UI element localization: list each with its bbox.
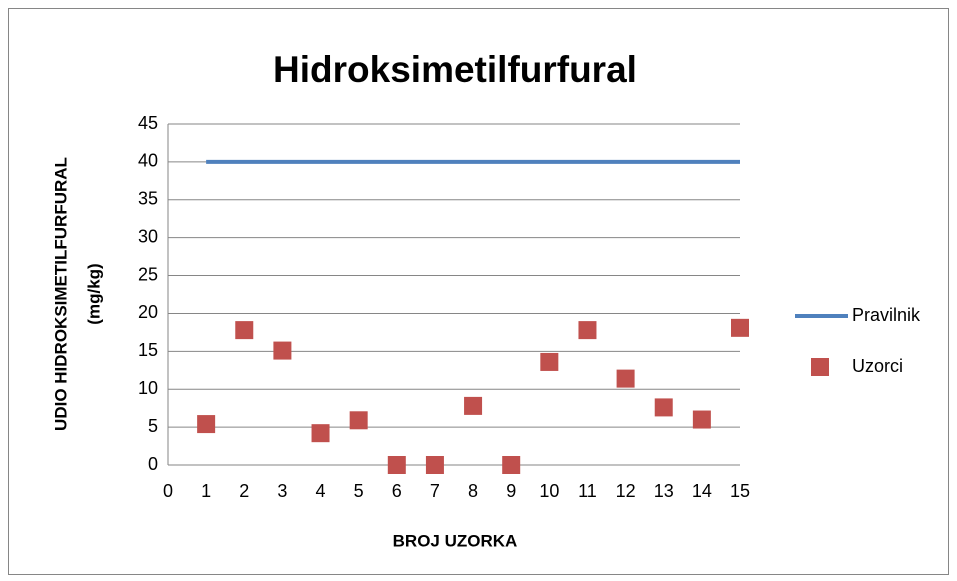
x-tick-label: 2: [239, 481, 249, 501]
marker: [692, 410, 711, 429]
marker: [731, 318, 749, 337]
x-tick-label: 6: [392, 481, 402, 501]
y-tick-label: 20: [138, 302, 158, 322]
x-tick-label: 0: [163, 481, 173, 501]
marker: [197, 415, 216, 434]
y-tick-label: 45: [138, 113, 158, 133]
x-tick-label: 5: [354, 481, 364, 501]
y-axis-label: UDIO HIDROKSIMETILFURFURAL: [51, 157, 70, 431]
y-tick-label: 30: [138, 226, 158, 246]
x-tick-label: 7: [430, 481, 440, 501]
chart-border: [8, 8, 949, 575]
x-tick-label: 3: [277, 481, 287, 501]
y-tick-label: 25: [138, 264, 158, 284]
marker: [502, 456, 521, 474]
x-tick-label: 15: [730, 481, 750, 501]
marker: [578, 321, 597, 340]
x-tick-label: 9: [506, 481, 516, 501]
marker: [540, 352, 559, 371]
legend-label: Pravilnik: [852, 305, 921, 325]
marker: [235, 321, 254, 340]
marker: [349, 411, 368, 430]
marker: [387, 456, 406, 474]
y-tick-label: 40: [138, 151, 158, 171]
x-tick-label: 1: [201, 481, 211, 501]
legend-label: Uzorci: [852, 356, 903, 376]
marker: [654, 398, 673, 417]
legend-marker: [811, 358, 829, 376]
y-tick-label: 10: [138, 378, 158, 398]
y-tick-label: 5: [148, 416, 158, 436]
marker: [425, 456, 444, 474]
marker: [273, 341, 292, 360]
x-tick-label: 10: [539, 481, 559, 501]
chart-title: Hidroksimetilfurfural: [273, 49, 637, 90]
x-tick-label: 4: [316, 481, 326, 501]
marker: [464, 396, 483, 415]
x-axis-label: BROJ UZORKA: [393, 531, 518, 550]
x-tick-label: 11: [578, 481, 597, 501]
marker: [616, 369, 635, 388]
marker: [311, 424, 330, 443]
x-tick-label: 14: [692, 481, 712, 501]
x-tick-label: 13: [654, 481, 674, 501]
y-tick-label: 35: [138, 189, 158, 209]
y-axis-label: (mg/kg): [84, 263, 103, 324]
x-tick-label: 12: [616, 481, 636, 501]
x-tick-label: 8: [468, 481, 478, 501]
y-tick-label: 15: [138, 340, 158, 360]
y-tick-label: 0: [148, 454, 158, 474]
